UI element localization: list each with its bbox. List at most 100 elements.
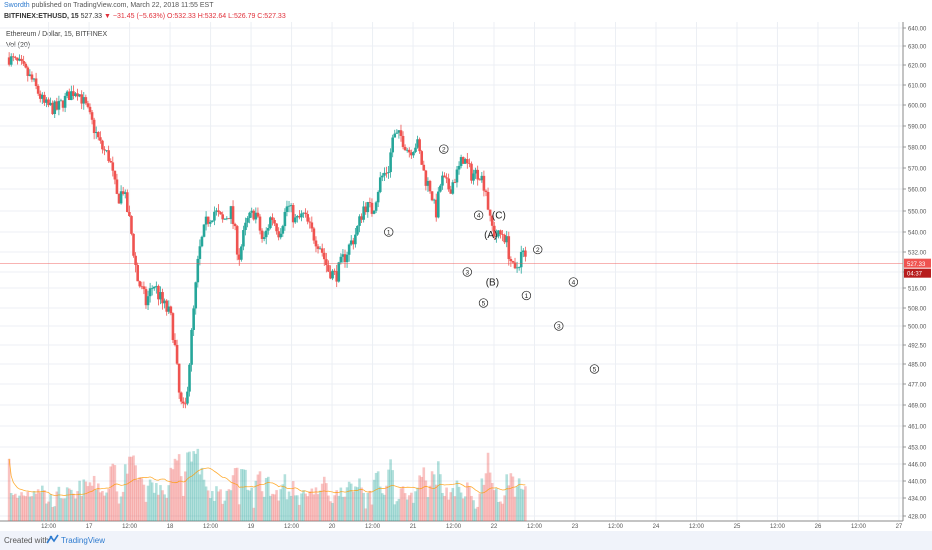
volume-bar (256, 474, 260, 521)
volume-bar (447, 499, 450, 521)
volume-bar (92, 475, 96, 521)
time-tick-label: 23 (572, 524, 579, 530)
volume-bar (499, 501, 502, 521)
price-tick-label: 508.00 (908, 307, 927, 313)
volume-bar (223, 500, 227, 521)
volume-bar (18, 495, 21, 521)
price-tick-label: 630.00 (908, 45, 927, 51)
legend-title: Ethereum / Dollar, 15, BITFINEX (6, 31, 107, 38)
volume-bar (173, 458, 177, 521)
volume-bar (107, 488, 110, 521)
volume-bar (9, 493, 13, 521)
candle-body (262, 237, 266, 239)
volume-bar (250, 487, 254, 521)
volume-bar (188, 451, 191, 521)
volume-bar (231, 475, 235, 521)
volume-bar (181, 495, 185, 521)
wave-label-circle (384, 227, 394, 237)
volume-bar (148, 479, 152, 521)
volume-bar (287, 491, 291, 521)
volume-bar (192, 451, 195, 521)
volume-bar (219, 489, 222, 521)
wave-label: 1 (387, 229, 391, 236)
volume-bar (308, 491, 312, 521)
candle-body (16, 57, 19, 61)
candle-body (428, 180, 432, 192)
candle-body (513, 262, 517, 269)
candle-body (74, 93, 77, 96)
wave-label: 5 (482, 300, 486, 307)
volume-bar (439, 474, 442, 521)
volume-bar (103, 495, 106, 521)
volume-bar (34, 493, 38, 521)
time-tick-label: 25 (734, 524, 741, 530)
volume-bar (314, 487, 318, 521)
candle-body (418, 139, 421, 152)
candle-body (281, 226, 285, 234)
time-tick-label: 12:00 (608, 524, 624, 530)
candle-body (194, 282, 198, 309)
candle-body (223, 218, 227, 220)
candle-body (507, 236, 511, 260)
volume-bar (155, 483, 158, 521)
author-link[interactable]: Swordth (4, 2, 30, 9)
candle-body (322, 252, 326, 260)
candle-body (181, 401, 185, 404)
candle-body (264, 230, 268, 238)
candle-body (192, 308, 195, 330)
price-tick-label: 500.00 (908, 325, 927, 331)
candle-body (47, 99, 50, 106)
volume-bar (418, 475, 421, 521)
volume-bar (258, 471, 262, 521)
candle-body (208, 221, 212, 224)
candle-body (242, 230, 245, 247)
candle-body (308, 221, 312, 223)
candle-body (111, 162, 115, 171)
volume-bar (204, 486, 208, 521)
candle-body (165, 300, 169, 312)
volume-bar (43, 490, 46, 521)
volume-bar (403, 493, 407, 521)
candle-body (150, 288, 154, 290)
volume-bar (358, 478, 361, 521)
price-tick-label: 580.00 (908, 146, 927, 152)
candle-body (61, 100, 65, 108)
candle-body (519, 251, 523, 268)
candle-body (470, 163, 473, 181)
volume-bar (165, 497, 169, 521)
candle-body (329, 271, 332, 279)
volume-bar (177, 454, 181, 521)
candle-body (312, 228, 316, 241)
candle-body (198, 246, 202, 259)
candle-body (461, 157, 465, 164)
candle-body (206, 216, 210, 224)
time-tick-label: 19 (248, 524, 255, 530)
candle-body (217, 210, 220, 213)
volume-bar (341, 496, 345, 521)
volume-bar (331, 502, 334, 521)
price-tick-label: 610.00 (908, 84, 927, 90)
volume-bar (488, 472, 492, 521)
candle-body (430, 191, 434, 201)
volume-bar (343, 496, 347, 521)
volume-bar (11, 495, 15, 521)
candle-body (126, 192, 129, 212)
candle-body (432, 199, 436, 201)
volume-bar (285, 499, 289, 521)
price-chart[interactable]: Ethereum / Dollar, 15, BITFINEXVol (20)6… (0, 0, 932, 531)
candle-body (219, 212, 222, 215)
volume-bar (78, 480, 81, 521)
volume-bar (99, 492, 102, 521)
volume-bar (389, 459, 392, 521)
candle-body (204, 216, 208, 225)
candle-body (356, 225, 359, 235)
change-value: −31.45 (−5.63%) (112, 13, 166, 20)
candle-body (41, 94, 44, 99)
time-tick-label: 18 (167, 524, 174, 530)
volume-bar (443, 495, 446, 521)
tradingview-link[interactable]: TradingView (61, 536, 106, 545)
candle-body (32, 78, 36, 80)
volume-bar (57, 486, 61, 521)
volume-bar (461, 498, 465, 521)
candle-body (134, 255, 137, 266)
